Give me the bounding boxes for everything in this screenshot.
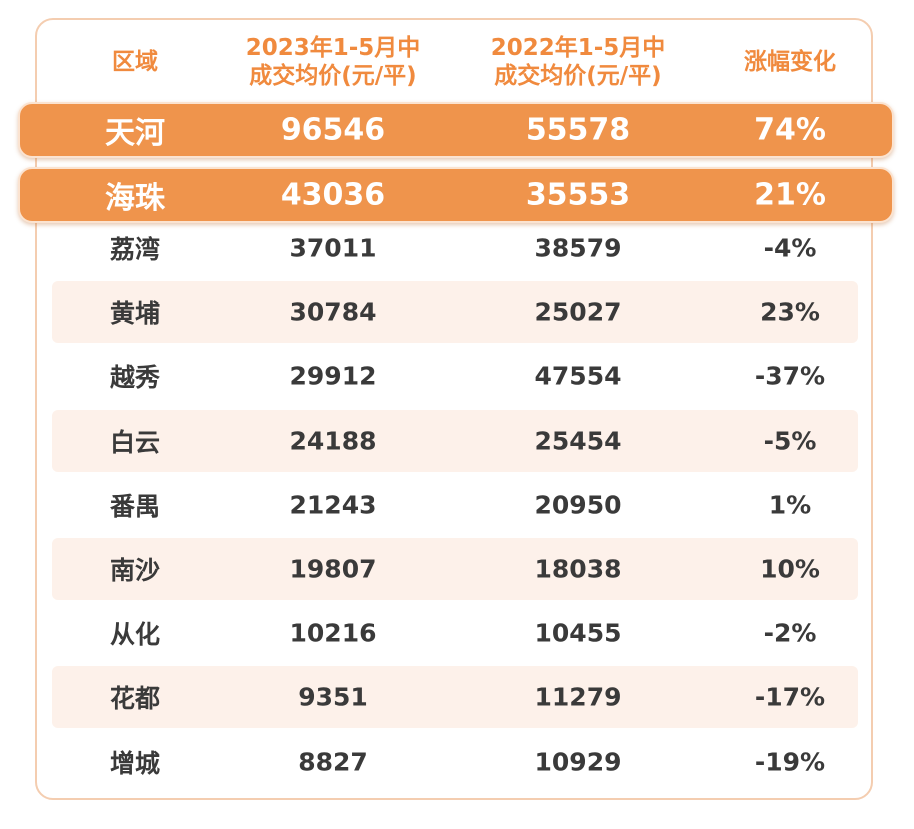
header-line: 区域 — [112, 49, 158, 75]
value-cell: 74% — [754, 112, 826, 148]
header-cell: 2022年1-5月中 成交均价(元/平) — [491, 34, 666, 90]
header-line: 2022年1-5月中 — [490, 35, 666, 61]
header-cell: 涨幅变化 — [744, 48, 836, 76]
value-cell: 37011 — [289, 233, 377, 263]
value-cell: 25454 — [534, 426, 622, 456]
region-cell: 番禺 — [109, 491, 161, 521]
value-cell: 20950 — [534, 490, 622, 520]
value-cell: 10929 — [534, 747, 622, 777]
header-cell: 区域 — [112, 48, 158, 76]
header-line: 成交均价(元/平) — [249, 63, 417, 89]
value-cell: -4% — [763, 233, 817, 263]
value-cell: 47554 — [534, 361, 622, 391]
region-cell: 白云 — [109, 427, 161, 457]
value-cell: 38579 — [534, 233, 622, 263]
value-cell: 21243 — [289, 490, 377, 520]
value-cell: 10216 — [289, 618, 377, 648]
region-cell: 从化 — [109, 620, 161, 650]
region-cell: 花都 — [109, 684, 161, 714]
value-cell: 23% — [760, 297, 820, 327]
value-cell: 19807 — [289, 554, 377, 584]
value-cell: 11279 — [534, 682, 622, 712]
value-cell: 18038 — [534, 554, 622, 584]
value-cell: -17% — [754, 682, 826, 712]
region-cell: 增城 — [109, 748, 161, 778]
region-cell: 荔湾 — [109, 235, 161, 264]
value-cell: 35553 — [525, 177, 631, 213]
value-cell: -37% — [754, 361, 826, 391]
region-cell: 黄埔 — [109, 299, 161, 329]
value-cell: 29912 — [289, 361, 377, 391]
value-cell: 10% — [760, 554, 820, 584]
value-cell: 43036 — [280, 177, 386, 213]
value-cell: -19% — [754, 747, 826, 777]
region-cell: 南沙 — [109, 556, 161, 585]
region-cell: 越秀 — [109, 363, 161, 393]
value-cell: 8827 — [298, 747, 368, 777]
highlight-row — [18, 167, 894, 223]
header-line: 2023年1-5月中 — [245, 35, 421, 61]
stripe-row — [52, 538, 858, 600]
value-cell: 9351 — [298, 682, 368, 712]
value-cell: -5% — [763, 426, 817, 456]
region-cell: 天河 — [105, 116, 165, 151]
header-line: 涨幅变化 — [744, 49, 836, 75]
value-cell: 25027 — [534, 297, 622, 327]
value-cell: 24188 — [289, 426, 377, 456]
highlight-row — [18, 102, 894, 158]
value-cell: 10455 — [534, 618, 622, 648]
region-cell: 海珠 — [105, 181, 165, 216]
value-cell: 30784 — [289, 297, 377, 327]
stripe-row — [52, 666, 858, 729]
header-cell: 2023年1-5月中 成交均价(元/平) — [246, 34, 421, 90]
stripe-row — [52, 409, 858, 472]
header-line: 成交均价(元/平) — [494, 63, 662, 89]
stripe-row — [52, 281, 858, 344]
value-cell: 96546 — [280, 112, 386, 148]
value-cell: 55578 — [525, 112, 631, 148]
value-cell: -2% — [763, 618, 817, 648]
value-cell: 21% — [754, 177, 826, 213]
value-cell: 1% — [768, 490, 812, 520]
